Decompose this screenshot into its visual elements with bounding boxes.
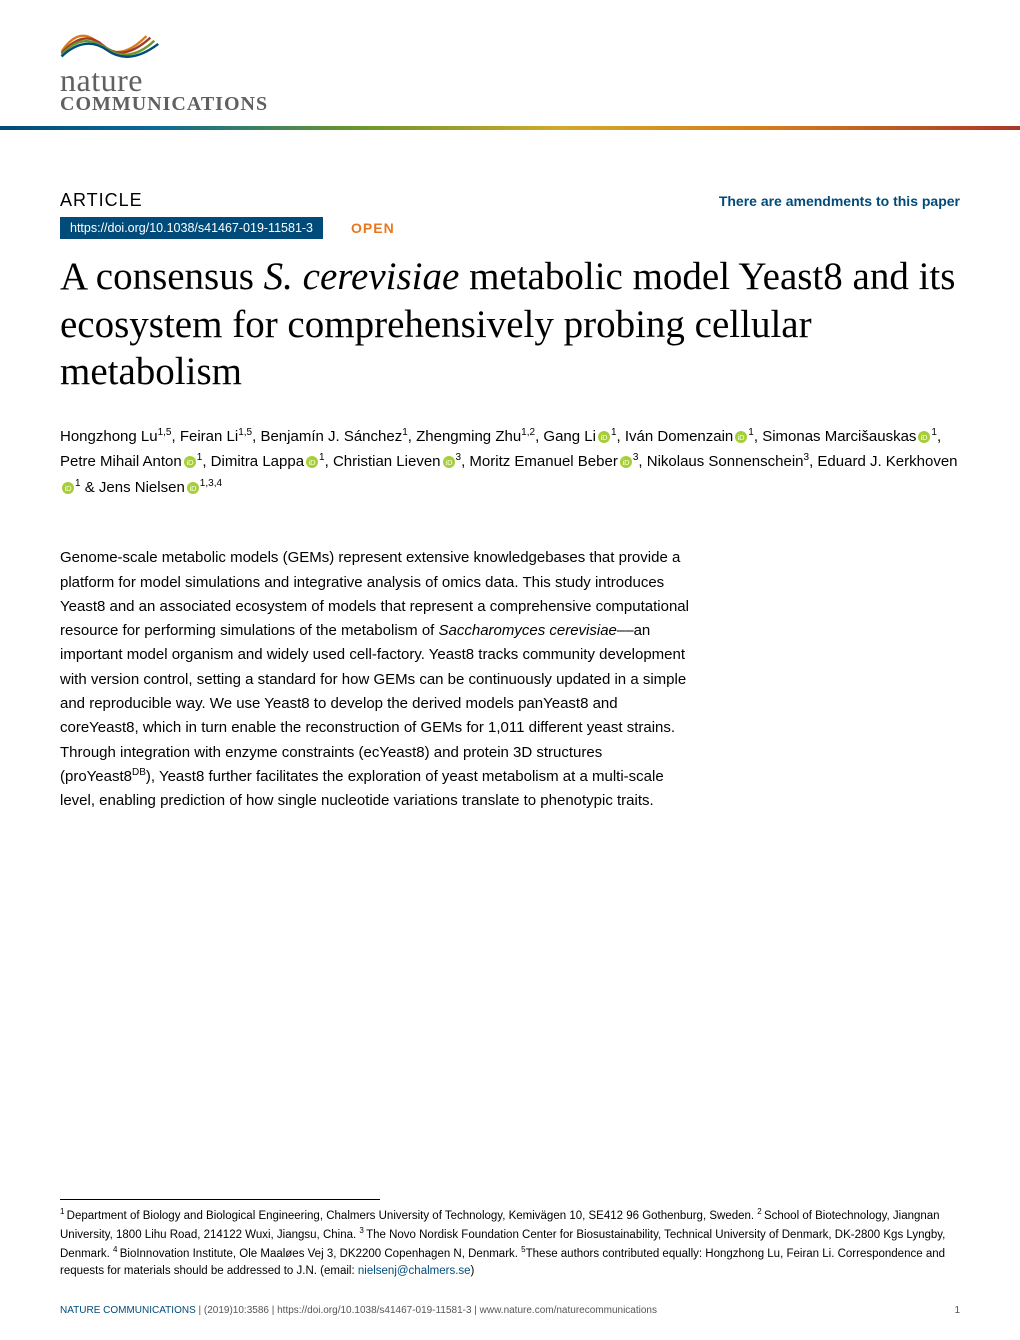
- page-footer: NATURE COMMUNICATIONS | (2019)10:3586 | …: [60, 1305, 960, 1316]
- author: Petre Mihail Anton: [60, 453, 182, 470]
- abstract: Genome-scale metabolic models (GEMs) rep…: [60, 546, 700, 813]
- article-content: ARTICLE There are amendments to this pap…: [0, 130, 1020, 814]
- journal-logo: nature COMMUNICATIONS: [60, 20, 268, 114]
- page-number: 1: [954, 1305, 960, 1316]
- author: Hongzhong Lu: [60, 428, 158, 445]
- logo-text-nature: nature: [60, 65, 268, 95]
- orcid-icon: iD: [184, 456, 196, 468]
- author: Zhengming Zhu: [416, 428, 521, 445]
- corresponding-email-link[interactable]: nielsenj@chalmers.se: [358, 1265, 471, 1277]
- author: Christian Lieven: [333, 453, 441, 470]
- svg-text:iD: iD: [738, 433, 746, 442]
- open-access-badge: OPEN: [351, 220, 395, 236]
- doi-link[interactable]: https://doi.org/10.1038/s41467-019-11581…: [60, 217, 323, 239]
- svg-text:iD: iD: [189, 484, 197, 493]
- title-text-italic: S. cerevisiae: [264, 255, 460, 298]
- journal-header: nature COMMUNICATIONS: [0, 0, 1020, 130]
- svg-text:iD: iD: [921, 433, 929, 442]
- article-type-label: ARTICLE: [60, 190, 143, 211]
- logo-wave-icon: [60, 20, 170, 60]
- affiliations-rule: [60, 1199, 380, 1200]
- author-list: Hongzhong Lu1,5, Feiran Li1,5, Benjamín …: [60, 424, 960, 501]
- author: Jens Nielsen: [99, 479, 185, 496]
- author: Eduard J. Kerkhoven: [817, 453, 957, 470]
- author: Iván Domenzain: [625, 428, 733, 445]
- header-gradient-bar: [0, 126, 1020, 130]
- author: Moritz Emanuel Beber: [469, 453, 617, 470]
- author: Feiran Li: [180, 428, 238, 445]
- svg-text:iD: iD: [186, 458, 194, 467]
- orcid-icon: iD: [62, 482, 74, 494]
- title-text-pre: A consensus: [60, 255, 264, 298]
- amendments-link[interactable]: There are amendments to this paper: [719, 193, 960, 209]
- orcid-icon: iD: [918, 431, 930, 443]
- author: Simonas Marcišauskas: [762, 428, 916, 445]
- footer-citation: NATURE COMMUNICATIONS | (2019)10:3586 | …: [60, 1305, 657, 1316]
- orcid-icon: iD: [598, 431, 610, 443]
- author: Benjamín J. Sánchez: [260, 428, 402, 445]
- author: Nikolaus Sonnenschein: [647, 453, 804, 470]
- article-title: A consensus S. cerevisiae metabolic mode…: [60, 253, 960, 396]
- svg-text:iD: iD: [600, 433, 608, 442]
- orcid-icon: iD: [620, 456, 632, 468]
- orcid-icon: iD: [443, 456, 455, 468]
- svg-text:iD: iD: [309, 458, 317, 467]
- orcid-icon: iD: [306, 456, 318, 468]
- affiliations: 1 Department of Biology and Biological E…: [60, 1199, 960, 1280]
- author: Dimitra Lappa: [211, 453, 304, 470]
- orcid-icon: iD: [735, 431, 747, 443]
- logo-text-communications: COMMUNICATIONS: [60, 95, 268, 114]
- svg-text:iD: iD: [64, 484, 72, 493]
- author: Gang Li: [543, 428, 596, 445]
- orcid-icon: iD: [187, 482, 199, 494]
- svg-text:iD: iD: [622, 458, 630, 467]
- svg-text:iD: iD: [445, 458, 453, 467]
